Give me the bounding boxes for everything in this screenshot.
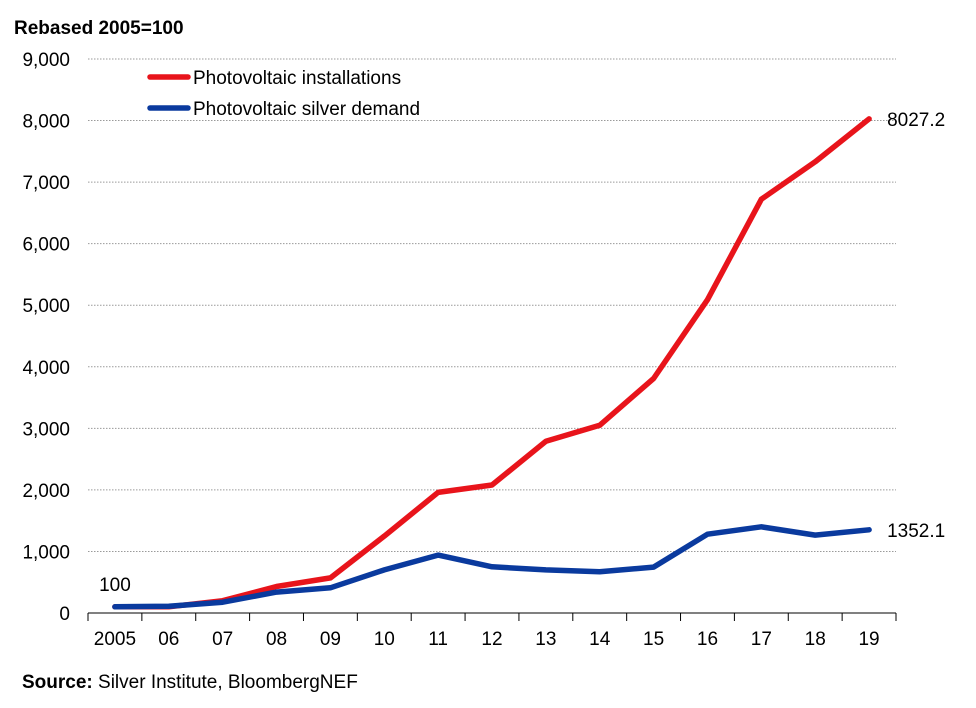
- y-tick-label: 7,000: [22, 173, 70, 194]
- y-axis-ticks: 0 1,000 2,000 3,000 4,000 5,000 6,000 7,000 8,00…: [22, 50, 70, 625]
- x-tick-label: 06: [158, 629, 179, 650]
- x-tick-label: 16: [697, 629, 718, 650]
- source-text: Silver Institute, BloombergNEF: [98, 672, 358, 693]
- series-end-label: 8027.2: [887, 110, 945, 131]
- x-tick-label: 11: [428, 629, 448, 650]
- x-tick-label: 2005: [94, 629, 136, 650]
- gridlines: [88, 58, 896, 552]
- y-tick-label: 9,000: [22, 50, 70, 71]
- x-tick-label: 14: [589, 629, 611, 650]
- legend: Photovoltaic installations Photovoltaic s…: [147, 68, 420, 120]
- x-tick-label: 10: [374, 629, 395, 650]
- x-tick-label: 13: [535, 629, 556, 650]
- legend-label: Photovoltaic installations: [193, 68, 401, 89]
- series-lines: [112, 116, 872, 610]
- x-axis: 2005 06 07 08 09 10 11 12 13 14 15 16 17 18 19: [87, 612, 897, 650]
- legend-label: Photovoltaic silver demand: [193, 99, 420, 120]
- y-axis-title: Rebased 2005=100: [14, 18, 184, 39]
- x-tick-label: 19: [858, 629, 879, 650]
- series-line: [112, 524, 872, 610]
- x-tick-label: 12: [481, 629, 502, 650]
- series-end-label: 1352.1: [887, 521, 945, 542]
- y-tick-label: 8,000: [22, 112, 70, 133]
- y-tick-label: 1,000: [22, 542, 70, 563]
- start-value-label: 100: [99, 575, 131, 596]
- x-tick-label: 17: [751, 629, 772, 650]
- annotations: 8027.2 1352.1 100: [99, 110, 945, 596]
- source-label: Source:: [22, 672, 93, 693]
- series-line: [112, 116, 872, 610]
- y-tick-label: 6,000: [22, 235, 70, 256]
- y-tick-label: 4,000: [22, 358, 70, 379]
- x-tick-label: 08: [266, 629, 287, 650]
- y-tick-label: 3,000: [22, 419, 70, 440]
- x-tick-label: 07: [212, 629, 233, 650]
- x-tick-label: 18: [805, 629, 826, 650]
- x-tick-label: 09: [320, 629, 341, 650]
- source-note: Source: Silver Institute, BloombergNEF: [22, 672, 358, 694]
- x-tick-label: 15: [643, 629, 664, 650]
- y-tick-label: 2,000: [22, 481, 70, 502]
- y-tick-label: 5,000: [22, 296, 70, 317]
- y-tick-label: 0: [59, 604, 70, 625]
